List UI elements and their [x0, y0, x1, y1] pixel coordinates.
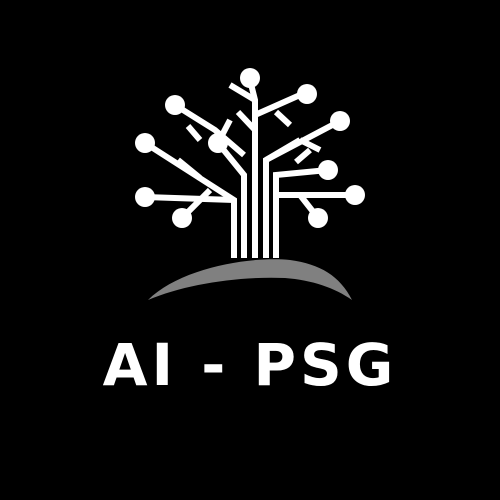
tree-branches — [143, 79, 355, 258]
logo-wordmark: AI - PSG — [102, 331, 398, 399]
tree-nodes — [135, 68, 365, 228]
hill-shape — [148, 259, 352, 300]
